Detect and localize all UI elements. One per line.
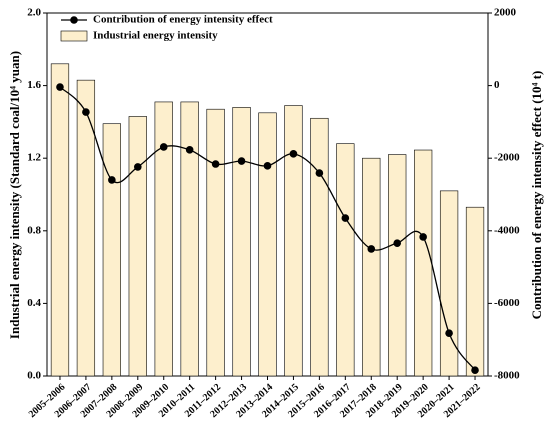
marker (419, 233, 427, 241)
y-axis-label: Industrial energy intensity (Standard co… (7, 51, 22, 339)
marker (471, 366, 479, 374)
bar (102, 123, 121, 377)
y-tick-label: 0.8 (27, 224, 41, 236)
y-tick-label: 2.0 (27, 7, 41, 19)
y-tick-label: 0.4 (27, 297, 41, 309)
bar (76, 79, 96, 377)
y2-tick-label: -4000 (494, 224, 520, 236)
marker (108, 176, 116, 184)
bar (258, 112, 277, 377)
bar (50, 63, 70, 377)
legend-label: Industrial energy intensity (93, 30, 218, 42)
y2-tick-label: 2000 (494, 7, 517, 19)
marker (82, 108, 90, 116)
legend-label: Contribution of energy intensity effect (93, 14, 273, 26)
marker (211, 160, 220, 168)
y-tick-label: 1.6 (27, 79, 41, 91)
y2-tick-label: 0 (494, 79, 500, 91)
marker (341, 214, 350, 222)
bar (414, 149, 433, 377)
marker (185, 146, 194, 154)
y2-tick-label: -2000 (494, 152, 520, 164)
y-tick-label: 1.2 (27, 152, 41, 164)
marker (263, 162, 272, 170)
bar (154, 101, 173, 377)
bar (180, 101, 199, 377)
y2-tick-label: -8000 (494, 370, 520, 382)
bar (310, 117, 329, 377)
marker (237, 157, 246, 165)
legend-swatch (60, 30, 88, 42)
bar (336, 143, 355, 377)
marker (289, 150, 298, 158)
bar (206, 108, 225, 377)
y2-tick-label: -6000 (494, 297, 520, 309)
marker (393, 239, 402, 247)
bar (232, 107, 251, 377)
y-tick-label: 0.0 (27, 370, 41, 382)
bar (128, 116, 147, 377)
y2-axis-label: Contribution of energy intensity effect … (529, 71, 544, 320)
marker (315, 169, 324, 177)
legend-marker (70, 16, 78, 24)
marker (133, 163, 142, 171)
bar (465, 206, 485, 377)
marker (56, 83, 64, 91)
marker (367, 245, 376, 253)
marker (445, 329, 453, 337)
bar (284, 105, 303, 377)
bar (388, 154, 407, 377)
bar (439, 190, 459, 377)
marker (159, 143, 168, 151)
bar (362, 157, 381, 377)
